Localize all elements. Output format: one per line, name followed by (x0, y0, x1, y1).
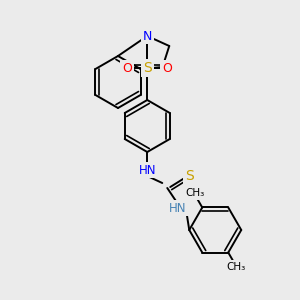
Text: O: O (162, 61, 172, 74)
Text: CH₃: CH₃ (226, 262, 245, 272)
Text: HN: HN (169, 202, 186, 214)
Text: N: N (142, 29, 152, 43)
Text: HN: HN (139, 164, 156, 176)
Text: S: S (143, 61, 152, 75)
Text: S: S (185, 169, 194, 183)
Text: O: O (122, 61, 132, 74)
Text: CH₃: CH₃ (185, 188, 204, 199)
